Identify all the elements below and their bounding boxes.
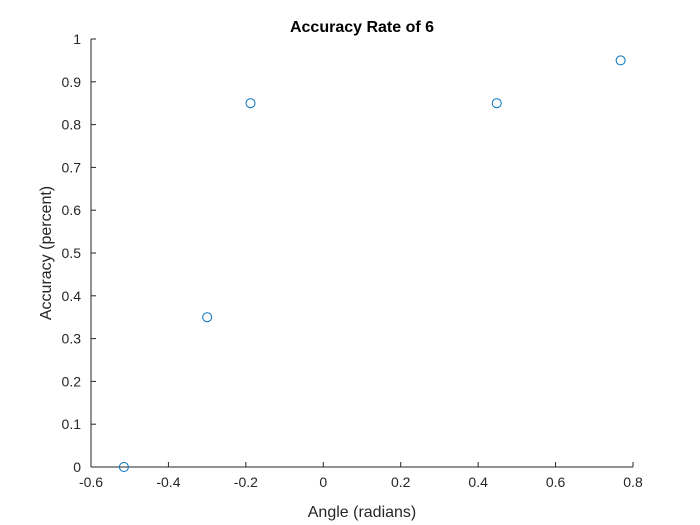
y-tick-label: 0.1 xyxy=(62,416,82,432)
data-point xyxy=(202,312,213,323)
y-tick-label: 0.9 xyxy=(62,74,82,90)
y-tick-label: 0.4 xyxy=(62,288,82,304)
data-point xyxy=(491,98,502,109)
x-tick-label: -0.4 xyxy=(156,474,180,490)
y-tick-label: 0.7 xyxy=(62,159,82,175)
x-tick-label: -0.2 xyxy=(234,474,258,490)
data-point xyxy=(615,55,626,66)
x-axis-ticks: -0.6 -0.4 -0.2 0 0.2 0.4 0.6 0.8 xyxy=(79,462,643,490)
y-axis-ticks: 0 0.1 0.2 0.3 0.4 0.5 0.6 0.7 0.8 0.9 1 xyxy=(62,31,96,475)
data-points xyxy=(118,55,626,472)
x-tick-label: 0.6 xyxy=(546,474,566,490)
y-tick-label: 0 xyxy=(73,459,81,475)
data-point xyxy=(245,98,256,109)
x-tick-label: 0.8 xyxy=(623,474,643,490)
y-tick-label: 0.3 xyxy=(62,331,82,347)
x-tick-label: -0.6 xyxy=(79,474,103,490)
y-tick-label: 0.2 xyxy=(62,373,82,389)
y-tick-label: 0.8 xyxy=(62,117,82,133)
chart-title: Accuracy Rate of 6 xyxy=(290,19,434,36)
y-tick-label: 0.5 xyxy=(62,245,82,261)
y-tick-label: 1 xyxy=(73,31,81,47)
x-tick-label: 0.2 xyxy=(391,474,411,490)
x-tick-label: 0.4 xyxy=(468,474,488,490)
plot-background xyxy=(91,39,633,467)
x-tick-label: 0 xyxy=(319,474,327,490)
y-axis-label: Accuracy (percent) xyxy=(38,186,55,320)
data-point xyxy=(118,462,129,472)
x-axis-label: Angle (radians) xyxy=(308,504,417,521)
y-tick-label: 0.6 xyxy=(62,202,82,218)
